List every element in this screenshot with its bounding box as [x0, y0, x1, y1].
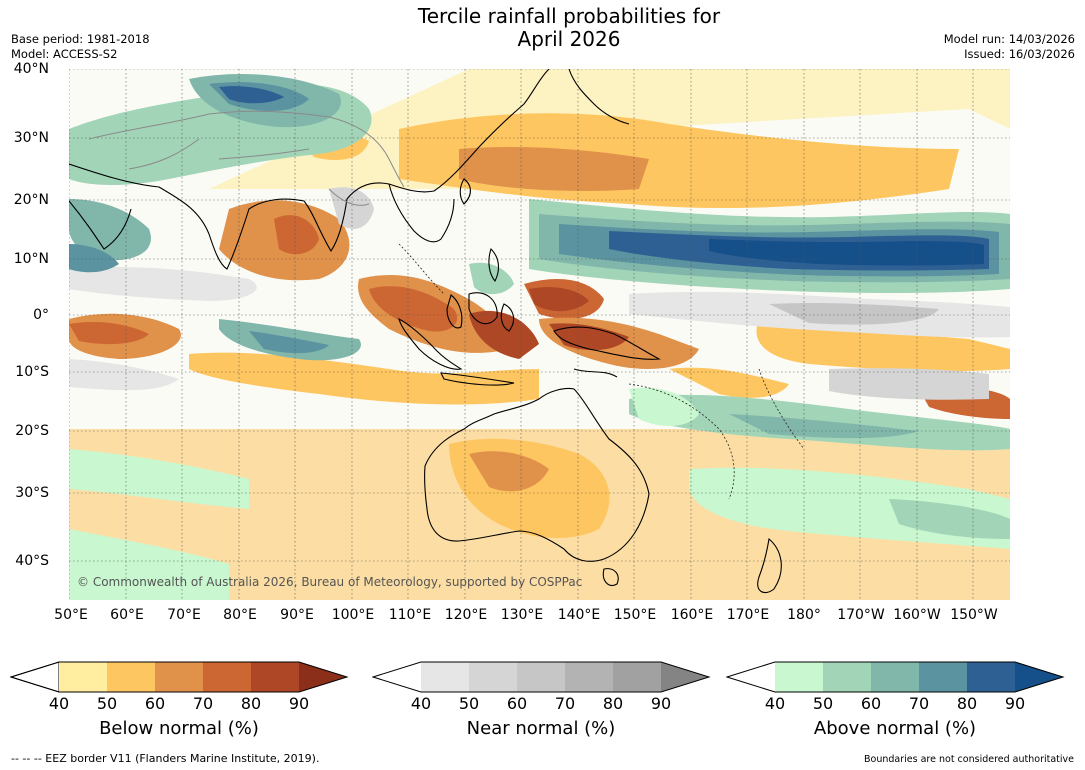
- below-colorbar-min: [10, 661, 60, 693]
- lon-label: 100°E: [331, 607, 375, 623]
- near-colorbar-max: [661, 662, 709, 692]
- model-name: Model: ACCESS-S2: [11, 47, 118, 61]
- coastlines: [69, 69, 782, 594]
- near-color-swatch: [469, 662, 517, 692]
- lon-label: 130°E: [500, 607, 544, 623]
- lat-label: 40°S: [15, 553, 49, 569]
- near-color-swatch: [565, 662, 613, 692]
- meta-left: Base period: 1981-2018 Model: ACCESS-S2: [11, 32, 150, 62]
- below-colorbar-outline: [10, 661, 349, 693]
- near-color-swatch: [421, 662, 469, 692]
- lon-label: 120°E: [444, 607, 488, 623]
- below-color-swatch: [155, 662, 203, 692]
- lat-label: 30°S: [15, 485, 49, 501]
- above-normal-regions: [69, 74, 1010, 600]
- lon-label: 160°W: [893, 607, 941, 623]
- legend-tick: 80: [956, 694, 978, 713]
- lon-label: 180°: [787, 607, 821, 623]
- above-colorbar-min: [727, 662, 775, 692]
- lat-label: 20°S: [15, 423, 49, 439]
- above-colorbar-outline: [726, 661, 1065, 693]
- lat-label: 30°N: [13, 130, 49, 146]
- below-ticks: 40 50 60 70 80 90: [10, 694, 350, 714]
- below-color-swatch: [59, 662, 107, 692]
- lon-label: 150°E: [613, 607, 657, 623]
- map-title-line1: Tercile rainfall probabilities for: [417, 4, 721, 28]
- legend-tick: 60: [144, 694, 166, 713]
- near-colorbar-min: [373, 662, 421, 692]
- eez-footnote: -- -- -- EEZ border V11 (Flanders Marine…: [11, 752, 320, 765]
- below-colorbar-max: [299, 662, 347, 692]
- lon-label: 150°W: [950, 607, 998, 623]
- legend-tick: 80: [240, 694, 262, 713]
- lat-label: 20°N: [13, 192, 49, 208]
- legend-tick: 80: [602, 694, 624, 713]
- below-normal-colorbar: [10, 661, 349, 693]
- legend-tick: 70: [908, 694, 930, 713]
- legend-tick: 60: [860, 694, 882, 713]
- below-color-swatch: [203, 662, 251, 692]
- above-ticks: 40 50 60 70 80 90: [726, 694, 1066, 714]
- above-color-swatch: [967, 662, 1015, 692]
- legend-tick: 50: [96, 694, 118, 713]
- lon-label: 90°E: [280, 607, 314, 623]
- legend-tick: 90: [1004, 694, 1026, 713]
- lon-label: 110°E: [388, 607, 432, 623]
- above-colorbar-max: [1015, 662, 1063, 692]
- legend-tick: 70: [554, 694, 576, 713]
- above-color-swatch: [871, 662, 919, 692]
- legend-tick: 40: [410, 694, 432, 713]
- lon-label: 170°E: [726, 607, 770, 623]
- lon-label: 70°E: [167, 607, 201, 623]
- near-colorbar-outline: [372, 661, 711, 693]
- country-borders: [88, 110, 405, 206]
- lon-label: 160°E: [670, 607, 714, 623]
- near-color-swatch: [613, 662, 661, 692]
- near-color-swatch: [517, 662, 565, 692]
- forecast-map-svg: © Commonwealth of Australia 2026, Bureau…: [69, 69, 1010, 600]
- lat-label: 10°S: [15, 364, 49, 380]
- above-normal-label: Above normal (%): [813, 718, 977, 739]
- near-normal-colorbar: [372, 661, 711, 693]
- legend-tick: 40: [48, 694, 70, 713]
- boundaries-disclaimer: Boundaries are not considered authoritat…: [864, 754, 1074, 765]
- eez-borders: [398, 243, 805, 500]
- meta-right: Model run: 14/03/2026 Issued: 16/03/2026: [944, 32, 1075, 62]
- legend-tick: 50: [812, 694, 834, 713]
- above-color-swatch: [775, 662, 823, 692]
- lon-label: 80°E: [223, 607, 257, 623]
- above-color-swatch: [823, 662, 871, 692]
- lat-label: 40°N: [13, 61, 49, 77]
- legend-tick: 90: [650, 694, 672, 713]
- copyright-text: © Commonwealth of Australia 2026, Bureau…: [77, 575, 582, 589]
- lon-label: 140°E: [557, 607, 601, 623]
- forecast-map: © Commonwealth of Australia 2026, Bureau…: [69, 69, 1010, 600]
- map-title-line2: April 2026: [517, 27, 621, 51]
- lon-label: 170°W: [837, 607, 885, 623]
- near-normal-label: Near normal (%): [466, 718, 616, 739]
- legend-tick: 90: [288, 694, 310, 713]
- above-color-swatch: [919, 662, 967, 692]
- above-normal-colorbar: [726, 661, 1065, 693]
- graticule: [69, 69, 1010, 600]
- legend-tick: 40: [764, 694, 786, 713]
- near-normal-regions: [69, 187, 1010, 400]
- legend-tick: 70: [192, 694, 214, 713]
- lon-label: 50°E: [54, 607, 88, 623]
- legend-tick: 50: [458, 694, 480, 713]
- issued-date: Issued: 16/03/2026: [964, 47, 1075, 61]
- model-run: Model run: 14/03/2026: [943, 32, 1075, 46]
- base-period: Base period: 1981-2018: [11, 32, 150, 46]
- legend-tick: 60: [506, 694, 528, 713]
- below-normal-label: Below normal (%): [99, 718, 259, 739]
- lat-label: 0°: [33, 307, 49, 323]
- below-color-swatch: [107, 662, 155, 692]
- lon-label: 60°E: [110, 607, 144, 623]
- below-color-swatch: [251, 662, 299, 692]
- lat-label: 10°N: [13, 251, 49, 267]
- near-ticks: 40 50 60 70 80 90: [372, 694, 712, 714]
